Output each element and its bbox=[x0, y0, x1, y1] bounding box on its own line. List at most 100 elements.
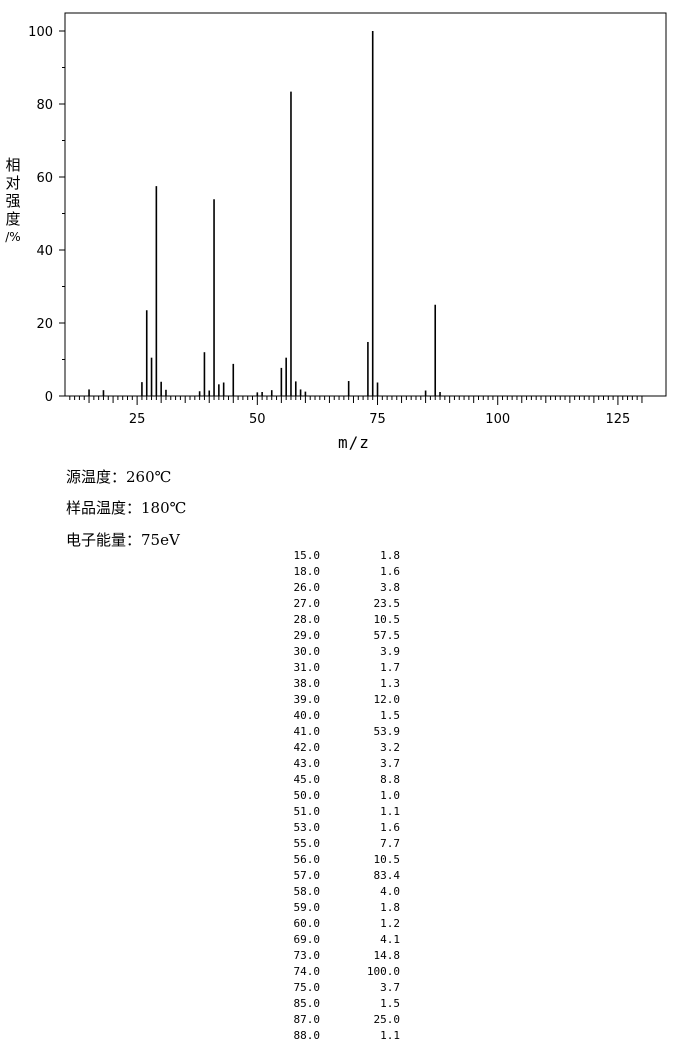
mz-cell: 58.0 bbox=[293, 885, 321, 898]
abundance-cell: 10.5 bbox=[373, 613, 401, 626]
abundance-cell: 1.1 bbox=[380, 805, 400, 818]
mz-cell: 28.0 bbox=[293, 613, 321, 626]
table-row: 40.0 1.5 bbox=[280, 708, 401, 724]
y-tick-label: 40 bbox=[36, 244, 53, 259]
mz-cell: 45.0 bbox=[293, 773, 321, 786]
table-row: 87.0 25.0 bbox=[280, 1012, 401, 1028]
y-tick-label: 100 bbox=[28, 25, 53, 40]
source-temperature: 源温度：260℃ bbox=[66, 468, 172, 486]
y-tick-label: 0 bbox=[45, 390, 53, 405]
table-row: 27.0 23.5 bbox=[280, 596, 401, 612]
electron-energy: 电子能量：75eV bbox=[66, 531, 180, 549]
table-row: 60.0 1.2 bbox=[280, 916, 401, 932]
mz-cell: 88.0 bbox=[293, 1029, 321, 1042]
abundance-cell: 1.1 bbox=[380, 1029, 400, 1042]
mz-cell: 40.0 bbox=[293, 709, 321, 722]
table-row: 59.0 1.8 bbox=[280, 900, 401, 916]
table-row: 18.0 1.6 bbox=[280, 564, 401, 580]
x-axis-label: m/z bbox=[338, 433, 370, 452]
abundance-cell: 1.5 bbox=[380, 709, 400, 722]
mz-cell: 85.0 bbox=[293, 997, 321, 1010]
table-row: 58.0 4.0 bbox=[280, 884, 401, 900]
mz-cell: 31.0 bbox=[293, 661, 321, 674]
sample-temperature: 样品温度：180℃ bbox=[66, 499, 187, 517]
mz-cell: 42.0 bbox=[293, 741, 321, 754]
x-tick-label: 25 bbox=[129, 412, 146, 427]
mz-cell: 73.0 bbox=[293, 949, 321, 962]
abundance-cell: 3.8 bbox=[380, 581, 400, 594]
y-axis-label-char: 度 bbox=[5, 210, 21, 228]
mz-cell: 69.0 bbox=[293, 933, 321, 946]
table-row: 15.0 1.8 bbox=[280, 548, 401, 564]
table-row: 69.0 4.1 bbox=[280, 932, 401, 948]
mz-cell: 51.0 bbox=[293, 805, 321, 818]
abundance-cell: 53.9 bbox=[373, 725, 401, 738]
table-row: 85.0 1.5 bbox=[280, 996, 401, 1012]
table-row: 43.0 3.7 bbox=[280, 756, 401, 772]
abundance-cell: 10.5 bbox=[373, 853, 401, 866]
x-axis: 25 50 75 100 125 bbox=[69, 396, 643, 427]
table-row: 30.0 3.9 bbox=[280, 644, 401, 660]
mz-cell: 55.0 bbox=[293, 837, 321, 850]
mz-cell: 38.0 bbox=[293, 677, 321, 690]
abundance-cell: 25.0 bbox=[373, 1013, 401, 1026]
y-tick-label: 60 bbox=[36, 171, 53, 186]
table-row: 56.0 10.5 bbox=[280, 852, 401, 868]
abundance-cell: 1.8 bbox=[380, 549, 400, 562]
mz-cell: 53.0 bbox=[293, 821, 321, 834]
mz-cell: 27.0 bbox=[293, 597, 321, 610]
table-row: 42.0 3.2 bbox=[280, 740, 401, 756]
table-row: 26.0 3.8 bbox=[280, 580, 401, 596]
mz-cell: 39.0 bbox=[293, 693, 321, 706]
abundance-cell: 100.0 bbox=[366, 965, 400, 978]
mz-cell: 29.0 bbox=[293, 629, 321, 642]
abundance-cell: 3.2 bbox=[380, 741, 400, 754]
abundance-cell: 12.0 bbox=[373, 693, 401, 706]
abundance-cell: 3.7 bbox=[380, 757, 400, 770]
x-tick-label: 125 bbox=[606, 412, 631, 427]
mz-cell: 56.0 bbox=[293, 853, 321, 866]
table-row: 53.0 1.6 bbox=[280, 820, 401, 836]
table-row: 55.0 7.7 bbox=[280, 836, 401, 852]
x-tick-label: 50 bbox=[249, 412, 266, 427]
y-axis-label-char: 对 bbox=[5, 174, 21, 192]
x-tick-label: 100 bbox=[485, 412, 510, 427]
table-row: 31.0 1.7 bbox=[280, 660, 401, 676]
abundance-cell: 4.0 bbox=[380, 885, 400, 898]
table-row: 75.0 3.7 bbox=[280, 980, 401, 996]
table-row: 88.0 1.1 bbox=[280, 1028, 401, 1044]
mz-cell: 87.0 bbox=[293, 1013, 321, 1026]
x-tick-label: 75 bbox=[369, 412, 386, 427]
table-row: 39.0 12.0 bbox=[280, 692, 401, 708]
table-row: 73.0 14.8 bbox=[280, 948, 401, 964]
mz-cell: 74.0 bbox=[293, 965, 321, 978]
y-axis-label-char: /% bbox=[5, 230, 21, 244]
peak-bars bbox=[88, 31, 441, 396]
abundance-cell: 7.7 bbox=[380, 837, 400, 850]
table-row: 38.0 1.3 bbox=[280, 676, 401, 692]
table-row: 41.0 53.9 bbox=[280, 724, 401, 740]
y-axis-label-char: 相 bbox=[5, 156, 21, 174]
y-axis: 0 20 40 60 80 100 bbox=[28, 25, 65, 405]
abundance-cell: 1.0 bbox=[380, 789, 400, 802]
mz-cell: 41.0 bbox=[293, 725, 321, 738]
abundance-cell: 57.5 bbox=[373, 629, 401, 642]
table-row: 51.0 1.1 bbox=[280, 804, 401, 820]
table-row: 50.0 1.0 bbox=[280, 788, 401, 804]
abundance-cell: 1.3 bbox=[380, 677, 400, 690]
mz-cell: 75.0 bbox=[293, 981, 321, 994]
abundance-cell: 1.6 bbox=[380, 565, 400, 578]
table-row: 74.0 100.0 bbox=[280, 964, 401, 980]
mz-cell: 26.0 bbox=[293, 581, 321, 594]
mz-cell: 60.0 bbox=[293, 917, 321, 930]
mz-cell: 30.0 bbox=[293, 645, 321, 658]
abundance-cell: 1.6 bbox=[380, 821, 400, 834]
abundance-cell: 83.4 bbox=[373, 869, 401, 882]
abundance-cell: 14.8 bbox=[373, 949, 401, 962]
abundance-cell: 1.8 bbox=[380, 901, 400, 914]
table-row: 29.0 57.5 bbox=[280, 628, 401, 644]
abundance-cell: 3.9 bbox=[380, 645, 400, 658]
mz-cell: 57.0 bbox=[293, 869, 321, 882]
plot-frame bbox=[64, 12, 667, 397]
abundance-cell: 1.5 bbox=[380, 997, 400, 1010]
